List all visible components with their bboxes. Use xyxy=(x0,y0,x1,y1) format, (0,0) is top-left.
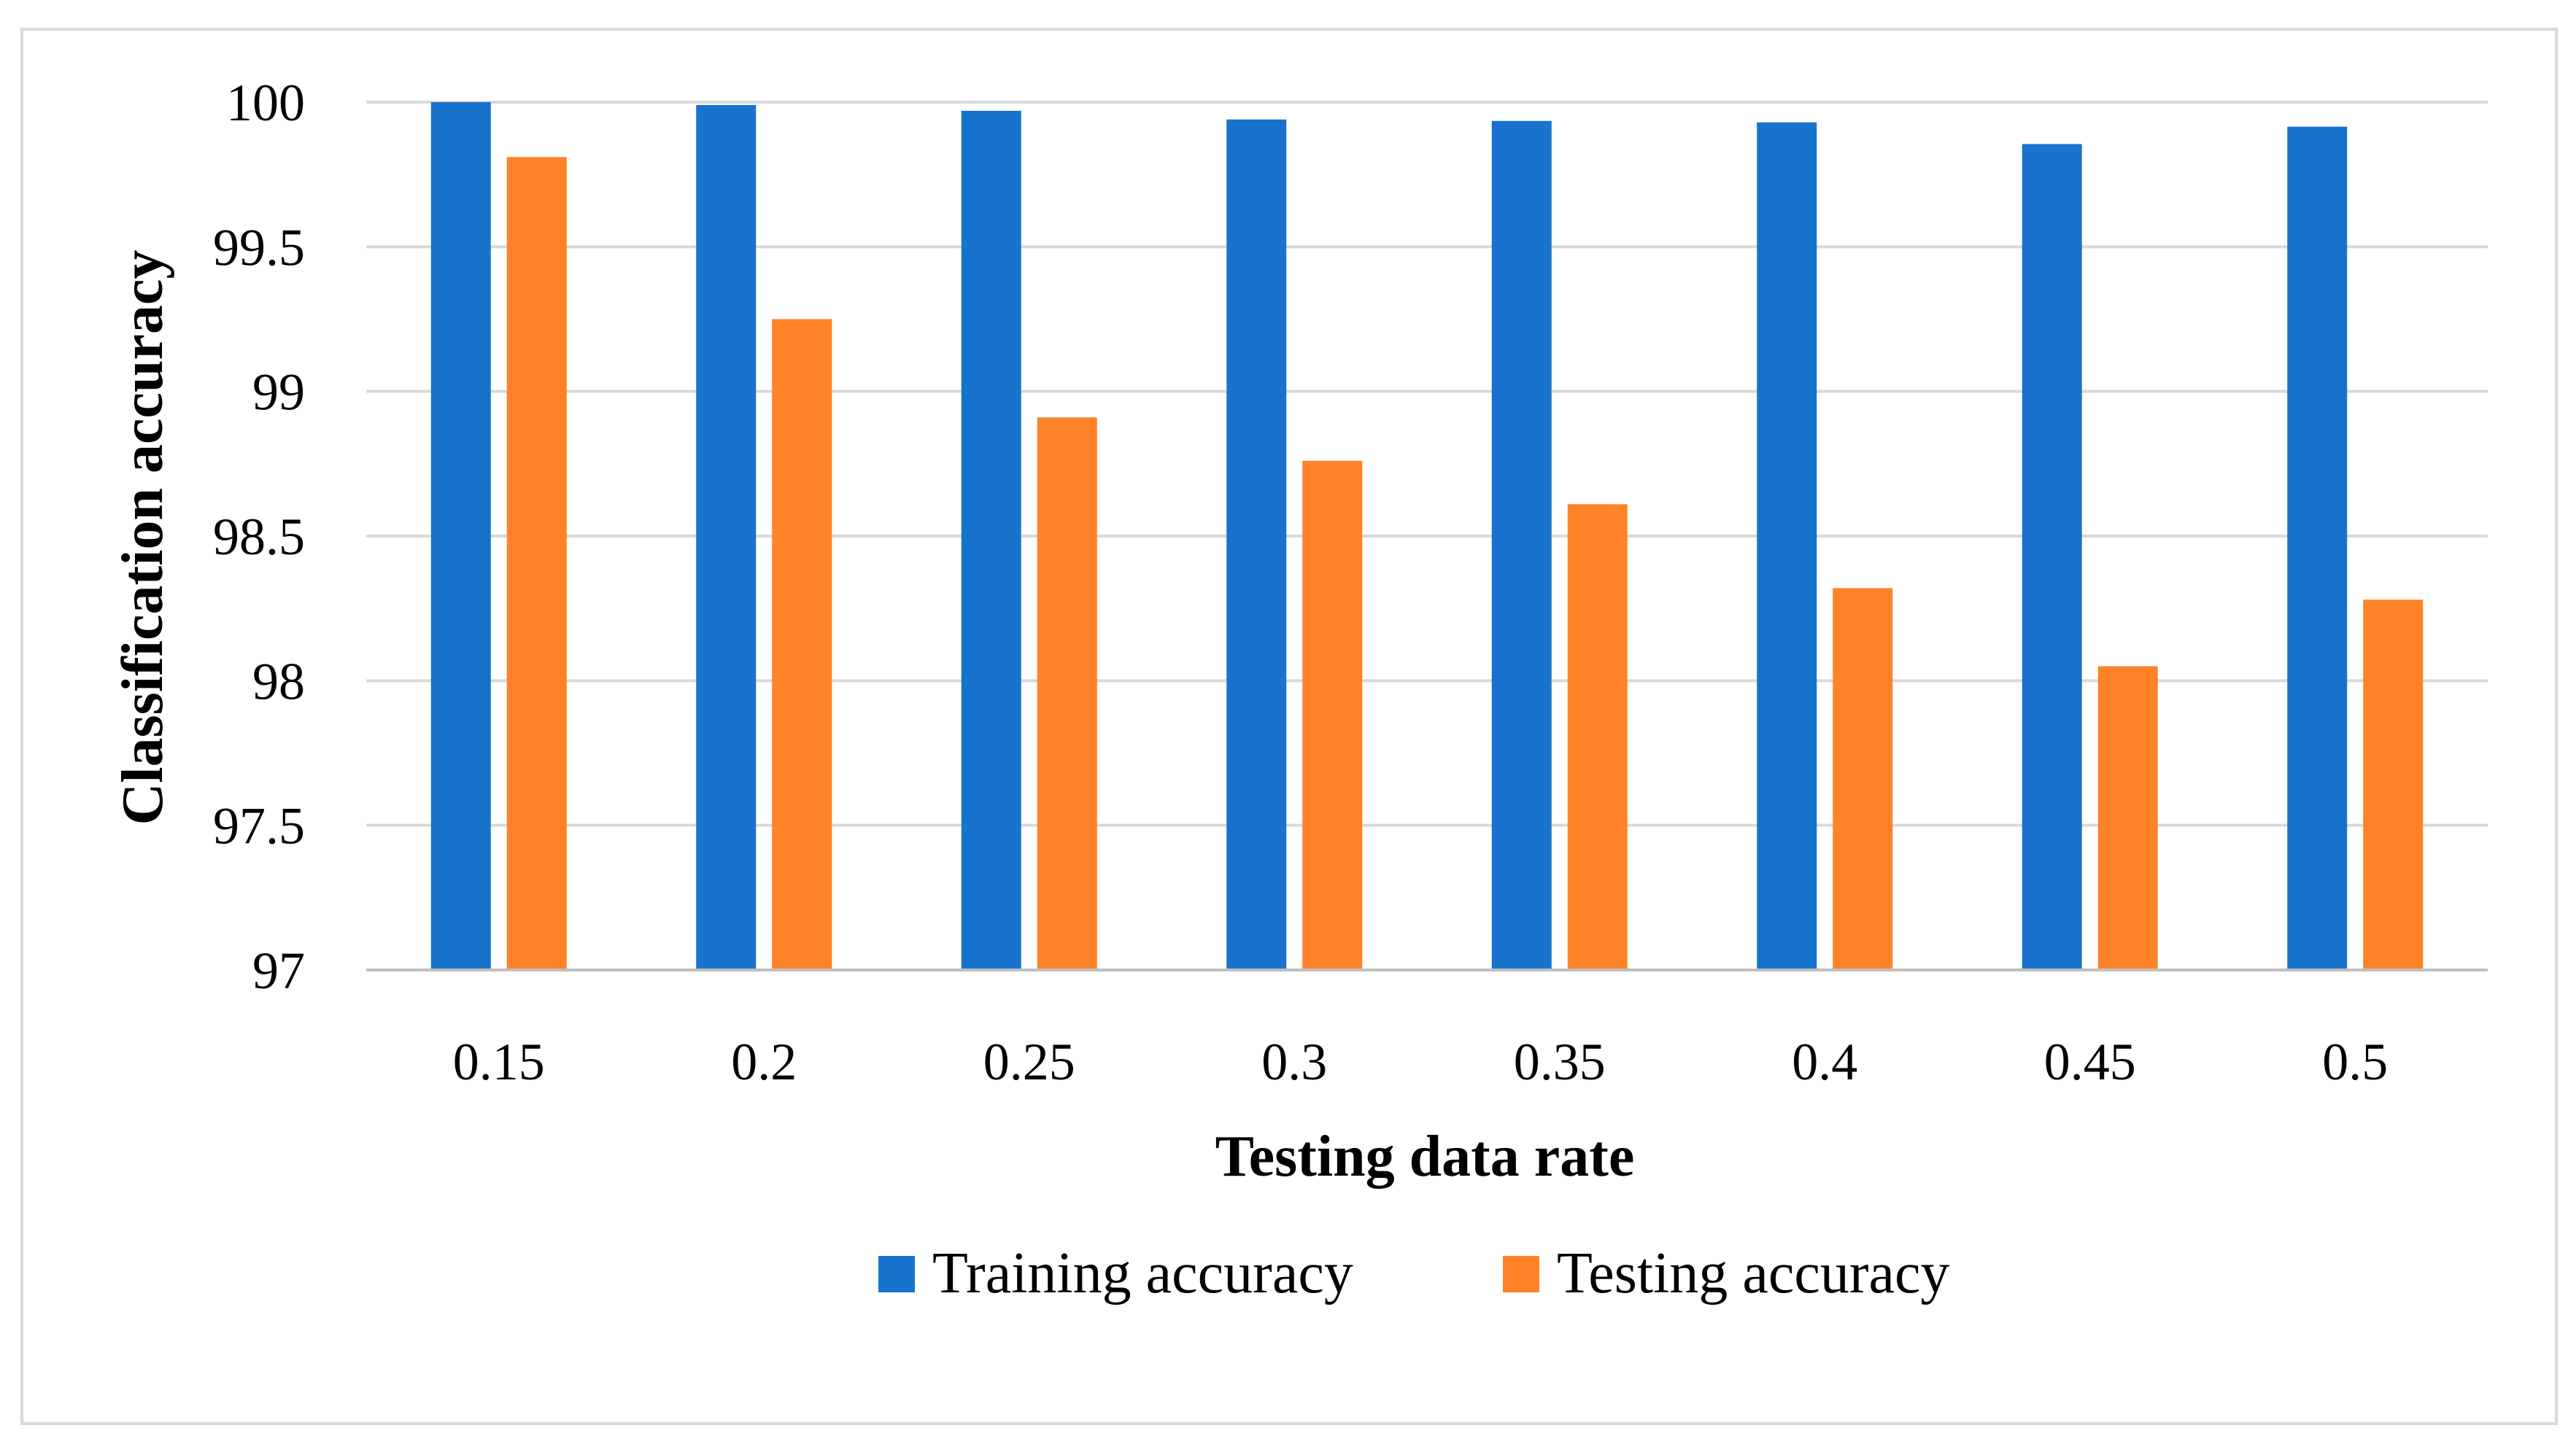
legend-label-testing: Testing accuracy xyxy=(1557,1241,1950,1305)
y-axis-title: Classification accuracy xyxy=(111,250,175,826)
x-tick-label: 0.45 xyxy=(2044,1033,2136,1091)
x-tick-label: 0.5 xyxy=(2322,1033,2388,1091)
x-tick-label: 0.35 xyxy=(1514,1033,1606,1091)
bars xyxy=(430,102,2424,971)
legend-swatch-training xyxy=(878,1256,915,1292)
y-tick-label: 98 xyxy=(252,652,305,710)
training-accuracy-bar xyxy=(1757,122,1817,971)
y-tick-label: 98.5 xyxy=(213,508,305,566)
training-accuracy-bar xyxy=(430,102,491,970)
training-accuracy-bar xyxy=(2287,126,2348,970)
y-tick-label: 97.5 xyxy=(213,797,305,855)
chart-frame xyxy=(20,28,2558,1425)
x-tick-label: 0.2 xyxy=(731,1033,797,1091)
y-tick-label: 97 xyxy=(252,942,305,1000)
y-tick-label: 99.5 xyxy=(213,218,305,276)
training-accuracy-bar xyxy=(1226,119,1287,970)
y-tick-label: 100 xyxy=(226,74,305,132)
testing-accuracy-bar xyxy=(2363,600,2424,970)
legend-label-training: Training accuracy xyxy=(932,1241,1353,1305)
training-accuracy-bar xyxy=(961,110,1021,970)
y-axis-tick-labels: 97 97.5 98 98.5 99 99.5 100 xyxy=(213,74,305,1000)
x-axis-title: Testing data rate xyxy=(1215,1125,1635,1189)
y-tick-label: 99 xyxy=(252,363,305,422)
training-accuracy-bar xyxy=(1491,120,1552,971)
testing-accuracy-bar xyxy=(1037,417,1097,970)
x-axis-tick-labels: 0.15 0.2 0.25 0.3 0.35 0.4 0.45 0.5 xyxy=(453,1033,2389,1091)
testing-accuracy-bar xyxy=(1302,460,1363,970)
testing-accuracy-bar xyxy=(506,157,567,970)
training-accuracy-bar xyxy=(2022,144,2082,971)
x-tick-label: 0.15 xyxy=(453,1033,545,1091)
x-tick-label: 0.4 xyxy=(1792,1033,1857,1091)
training-accuracy-bar xyxy=(696,104,757,970)
x-tick-label: 0.3 xyxy=(1261,1033,1327,1091)
testing-accuracy-bar xyxy=(1567,504,1628,970)
legend-swatch-testing xyxy=(1503,1256,1539,1292)
testing-accuracy-bar xyxy=(2097,666,2158,970)
testing-accuracy-bar xyxy=(772,319,832,970)
legend: Training accuracy Testing accuracy xyxy=(878,1241,1950,1305)
x-tick-label: 0.25 xyxy=(983,1033,1075,1091)
testing-accuracy-bar xyxy=(1833,588,1893,970)
